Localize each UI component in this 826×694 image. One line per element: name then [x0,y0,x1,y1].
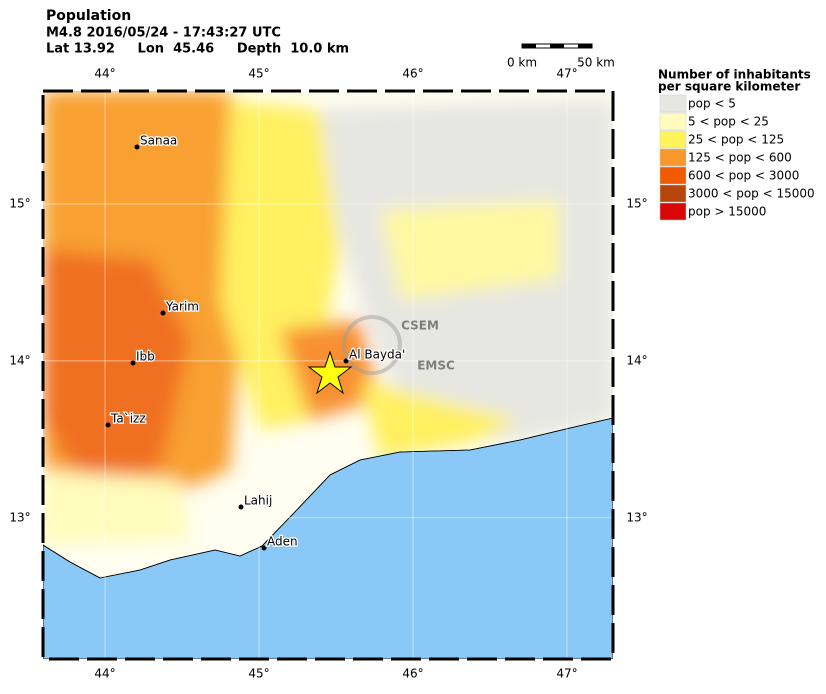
map-frame [41,89,615,661]
cities: Sanaa Yarim Ibb Ta`izz Lahij Aden Al Bayda' [105,132,407,551]
city-dot [134,144,140,150]
legend-label: 5 < pop < 25 [688,115,769,129]
legend-swatch [659,202,687,221]
lat-label: 14° [626,353,647,367]
scale-start: 0 km [507,56,537,70]
legend-swatch [659,184,687,203]
watermark-text: CSEM [401,319,439,333]
city-label: Aden [267,535,298,549]
lon-label: 44° [94,67,115,81]
epicenter-star [307,350,353,395]
lon-label: 45° [248,67,269,81]
legend-swatch [659,94,687,113]
lat-label: 13° [626,510,647,524]
lat-label: 13° [9,510,30,524]
city-dot [160,310,166,316]
legend-swatch [659,148,687,167]
lon-label: 45° [248,667,269,681]
city-label: Ibb [136,350,155,364]
city-dot [130,360,136,366]
legend-title: Number of inhabitants [658,68,811,82]
legend-label: pop > 15000 [688,205,766,219]
legend-swatch [659,130,687,149]
lat-label: 15° [626,196,647,210]
city-label: Ta`izz [110,412,146,426]
legend-label: 25 < pop < 125 [688,133,784,147]
graticule: 44° 44° 45° 45° 46° 46° 47° 47° 15° 15° 14° 14° 13° 1… [9,67,647,681]
city-label: Sanaa [140,134,177,148]
lat-label: 14° [9,353,30,367]
legend-swatch [659,166,687,185]
city-dot [261,545,267,551]
lon-label: 44° [94,667,115,681]
scale-end: 50 km [577,56,615,70]
city-dot [238,504,244,510]
lon-label: 46° [402,67,423,81]
legend-label: 3000 < pop < 15000 [688,187,815,201]
watermark-ring [342,315,402,375]
city-label: Al Bayda' [349,348,405,362]
lon-label: 46° [402,667,423,681]
watermark-text: EMSC [417,359,455,373]
event: M4.8 2016/05/24 - 17:43:27 UTC [46,26,281,41]
legend-label: 125 < pop < 600 [688,151,792,165]
legend-swatch [659,112,687,131]
legend-label: pop < 5 [688,97,736,111]
city-dot [105,422,111,428]
legend-title: per square kilometer [658,80,800,94]
lon-label: 47° [556,67,577,81]
lon-label: 47° [556,667,577,681]
title: Population [46,8,131,24]
legend-label: 600 < pop < 3000 [688,169,799,183]
city-dot [343,358,349,364]
city-label: Yarim [165,300,199,314]
lat-label: 15° [9,196,30,210]
scale-bar [521,43,593,49]
watermark: CSEM EMSC [342,315,455,375]
location: Lat 13.92 Lon 45.46 Depth 10.0 km [46,42,349,57]
city-label: Lahij [244,494,272,508]
